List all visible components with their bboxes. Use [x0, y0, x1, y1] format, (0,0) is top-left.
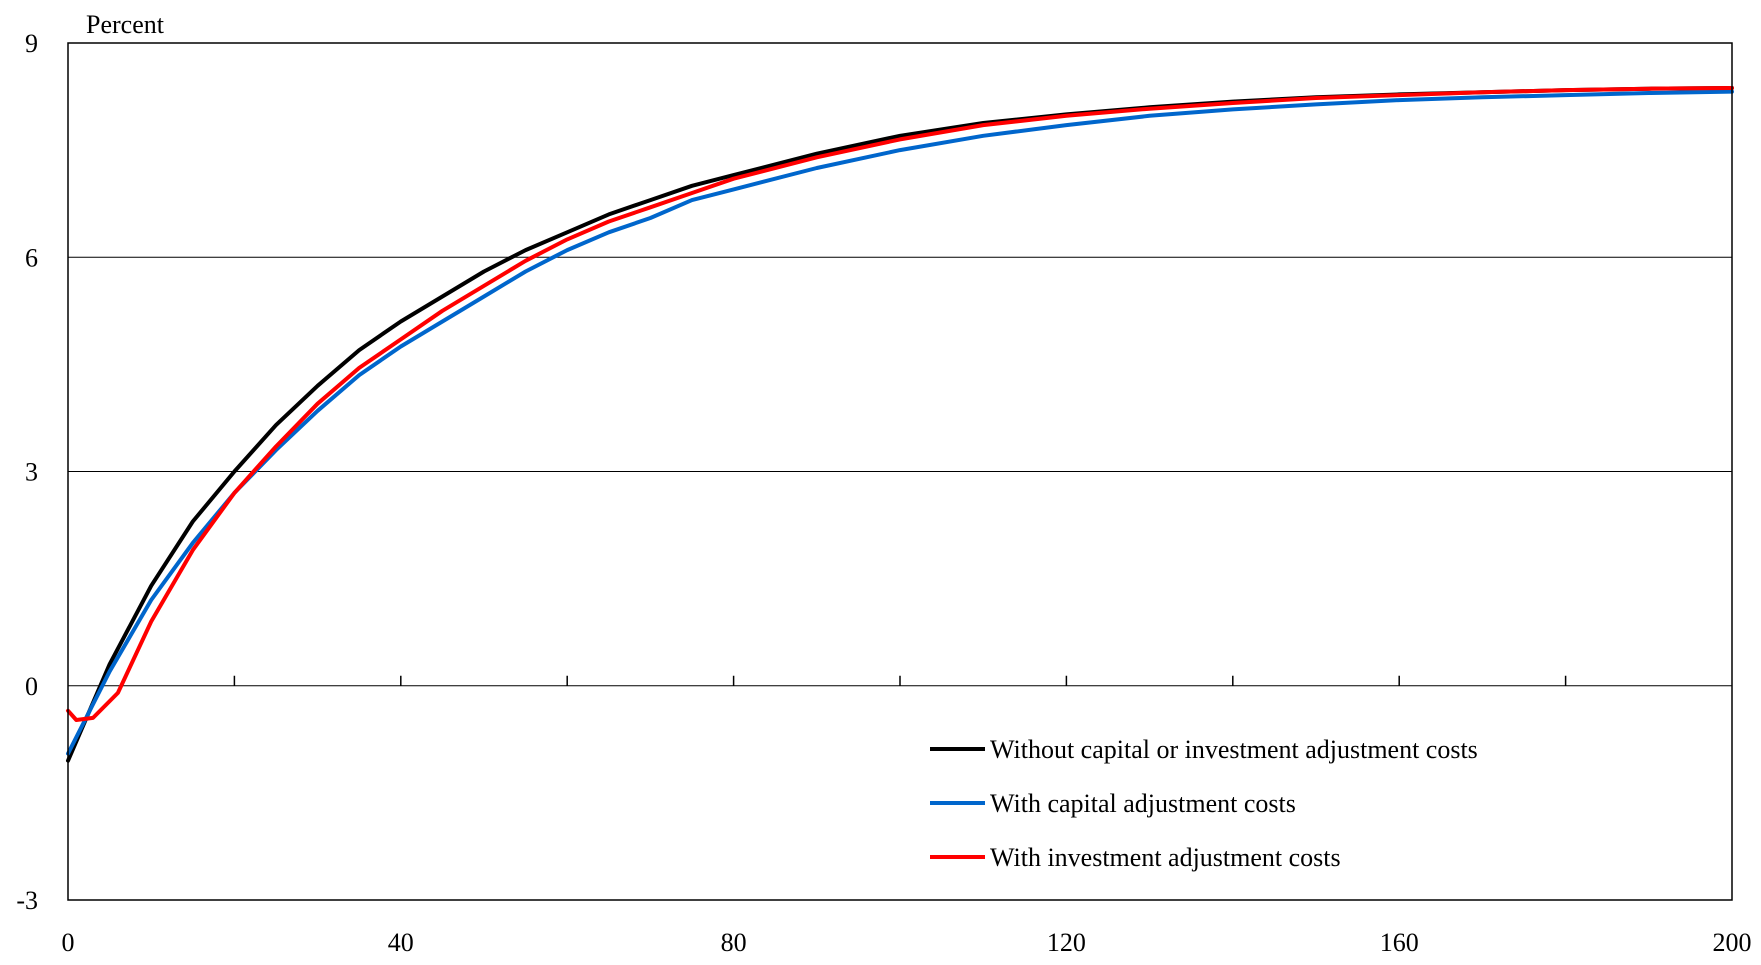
x-tick-label-80: 80 — [721, 928, 747, 957]
series-line-3 — [66, 86, 1734, 722]
legend-label-3: With investment adjustment costs — [990, 843, 1341, 872]
x-tick-label-160: 160 — [1380, 928, 1419, 957]
series-line-1 — [66, 86, 1734, 763]
y-axis-unit-label: Percent — [86, 10, 165, 39]
x-tick-label-0: 0 — [62, 928, 75, 957]
x-tick-label-120: 120 — [1047, 928, 1086, 957]
gridlines — [68, 256, 1732, 687]
y-tick-label-9: 9 — [25, 29, 38, 58]
axes: 0 40 80 120 160 200 -3 0 3 6 9 — [16, 29, 1751, 957]
y-tick-label-0: 0 — [25, 672, 38, 701]
y-tick-label--3: -3 — [16, 886, 38, 915]
series-line-2 — [66, 89, 1734, 756]
x-tick-label-200: 200 — [1713, 928, 1752, 957]
y-tick-label-3: 3 — [25, 458, 38, 487]
series-lines — [66, 86, 1734, 763]
plot-frame — [67, 42, 1733, 901]
x-tick-label-40: 40 — [388, 928, 414, 957]
legend-label-1: Without capital or investment adjustment… — [990, 735, 1478, 764]
legend-label-2: With capital adjustment costs — [990, 789, 1296, 818]
legend: Without capital or investment adjustment… — [930, 735, 1478, 872]
y-tick-label-6: 6 — [25, 243, 38, 272]
